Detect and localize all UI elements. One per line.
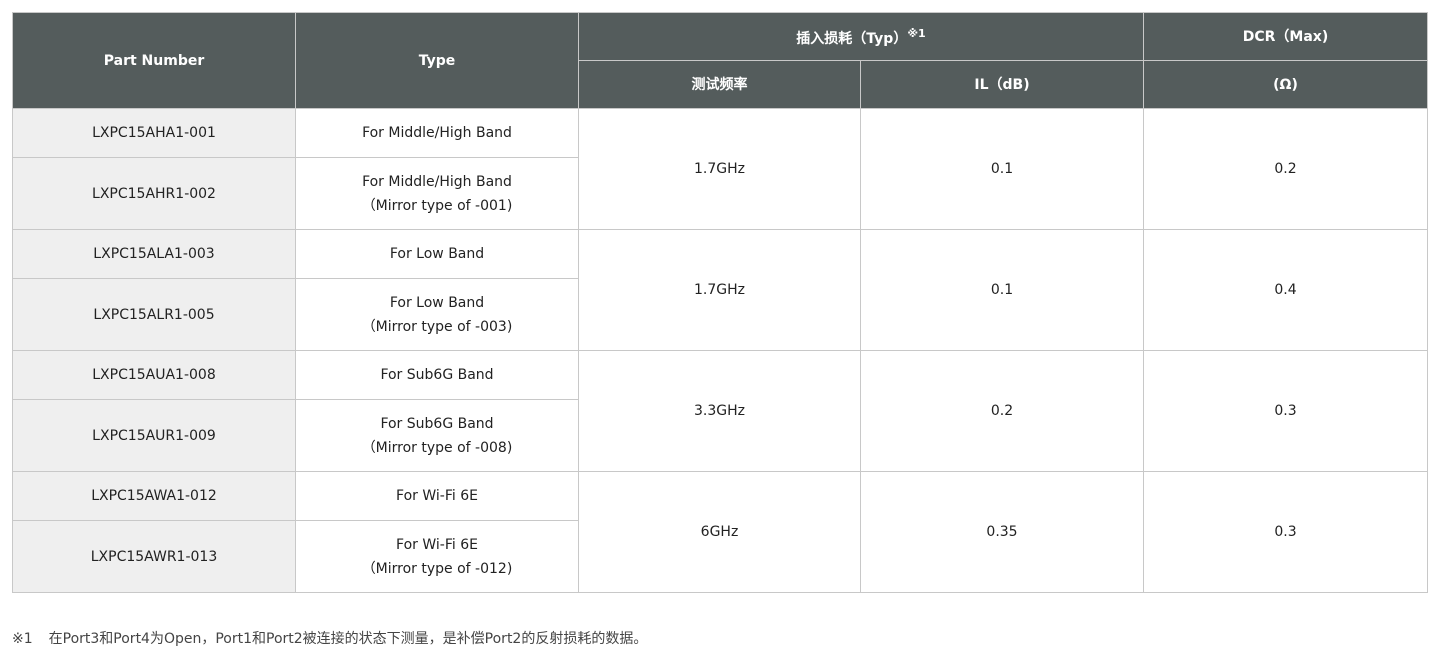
type-cell: For Middle/High Band （Mirror type of -001… [295,157,579,230]
type-label: For Sub6G Band [380,367,494,383]
table-row: LXPC15ALR1-005 For Low Band （Mirror type o… [12,278,1428,351]
spec-table: Part Number Type 插入损耗（Typ）※1 DCR（Max) 测试… [12,12,1428,593]
part-number-cell: LXPC15AWR1-013 [12,520,296,593]
header-insertion-loss-label: 插入损耗（Typ） [796,31,908,47]
type-sub-label: （Mirror type of -001) [361,197,513,214]
type-cell: For Wi-Fi 6E [295,471,579,521]
type-cell: For Sub6G Band [295,350,579,400]
header-test-freq: 测试频率 [578,60,861,109]
footnote-mark: ※1 [12,631,33,647]
type-label: For Sub6G Band [380,415,494,432]
il-cell: 0.1 [860,108,1144,230]
table-row: LXPC15AUR1-009 For Sub6G Band （Mirror type… [12,399,1428,472]
type-label: For Wi-Fi 6E [396,536,478,553]
footnote-text: 在Port3和Port4为Open，Port1和Port2被连接的状态下测量，是… [48,631,648,647]
part-number-cell: LXPC15AUA1-008 [12,350,296,400]
type-label: For Middle/High Band [362,173,512,190]
part-number-cell: LXPC15ALA1-003 [12,229,296,279]
footnote-ref: ※1 [907,27,926,40]
header-ohm: (Ω) [1143,60,1428,109]
type-label: For Low Band [389,246,485,262]
table-row: LXPC15AHA1-001 For Middle/High Band 1.7GHz… [12,108,1428,230]
type-sub-label: （Mirror type of -003) [361,318,513,335]
test-freq-cell: 1.7GHz [578,229,861,351]
part-number-cell: LXPC15AUR1-009 [12,399,296,472]
part-number-cell: LXPC15ALR1-005 [12,278,296,351]
header-type: Type [295,12,579,109]
test-freq-cell: 1.7GHz [578,108,861,230]
type-cell: For Middle/High Band [295,108,579,158]
il-cell: 0.1 [860,229,1144,351]
table-row: LXPC15AHR1-002 For Middle/High Band （Mirro… [12,157,1428,230]
il-cell: 0.35 [860,471,1144,593]
table-row: LXPC15AWR1-013 For Wi-Fi 6E （Mirror type o… [12,520,1428,593]
type-sub-label: （Mirror type of -012) [361,560,513,577]
dcr-cell: 0.2 [1143,108,1428,230]
il-cell: 0.2 [860,350,1144,472]
test-freq-cell: 3.3GHz [578,350,861,472]
type-cell: For Sub6G Band （Mirror type of -008) [295,399,579,472]
header-il: IL（dB) [860,60,1144,109]
table-row: LXPC15AWA1-012 For Wi-Fi 6E 6GHz 0.35 0.3 [12,471,1428,593]
type-cell: For Low Band （Mirror type of -003) [295,278,579,351]
header-part-number: Part Number [12,12,296,109]
dcr-cell: 0.3 [1143,471,1428,593]
test-freq-cell: 6GHz [578,471,861,593]
type-label: For Middle/High Band [362,125,512,141]
dcr-cell: 0.3 [1143,350,1428,472]
dcr-cell: 0.4 [1143,229,1428,351]
part-number-cell: LXPC15AHR1-002 [12,157,296,230]
type-cell: For Wi-Fi 6E （Mirror type of -012) [295,520,579,593]
table-row: LXPC15ALA1-003 For Low Band 1.7GHz 0.1 0.4 [12,229,1428,351]
header-insertion-loss: 插入损耗（Typ）※1 [578,12,1144,61]
footnote: ※1 在Port3和Port4为Open，Port1和Port2被连接的状态下测量… [12,628,663,648]
table-row: LXPC15AUA1-008 For Sub6G Band 3.3GHz 0.2 0.3 [12,350,1428,472]
header-dcr: DCR（Max) [1143,12,1428,61]
type-label: For Low Band [389,294,485,311]
part-number-cell: LXPC15AWA1-012 [12,471,296,521]
type-cell: For Low Band [295,229,579,279]
part-number-cell: LXPC15AHA1-001 [12,108,296,158]
type-label: For Wi-Fi 6E [396,488,478,504]
type-sub-label: （Mirror type of -008) [361,439,513,456]
